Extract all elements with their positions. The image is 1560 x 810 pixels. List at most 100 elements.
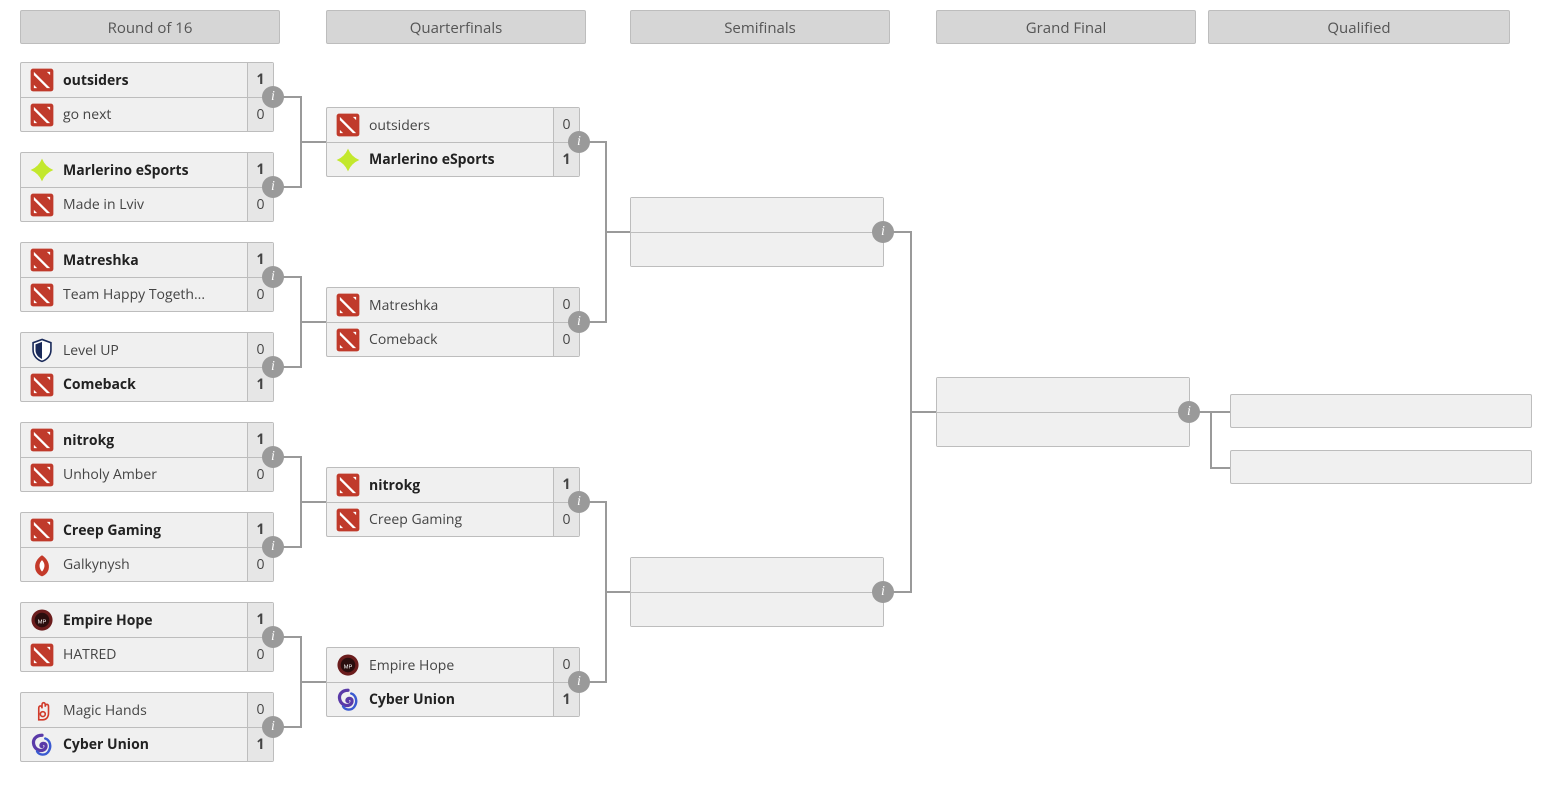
tournament-bracket: Round of 16QuarterfinalsSemifinalsGrand … <box>10 10 1550 800</box>
team-name: Empire Hope <box>63 611 247 630</box>
team-row[interactable]: Cyber Union1 <box>327 682 579 716</box>
team-name: Comeback <box>369 330 553 349</box>
team-row[interactable]: Matreshka0 <box>327 288 579 322</box>
team-row[interactable]: Marlerino eSports1 <box>327 142 579 176</box>
bracket-connector <box>605 231 630 233</box>
team-logo-icon <box>27 425 57 455</box>
team-name: Matreshka <box>63 251 247 270</box>
team-row[interactable]: Marlerino eSports1 <box>21 153 273 187</box>
team-logo-icon <box>27 65 57 95</box>
team-logo-icon <box>333 470 363 500</box>
team-name: Made in Lviv <box>63 195 247 214</box>
team-row[interactable]: Matreshka1 <box>21 243 273 277</box>
match-info-icon[interactable]: i <box>262 716 284 738</box>
match-info-icon[interactable]: i <box>262 176 284 198</box>
team-row[interactable]: outsiders1 <box>21 63 273 97</box>
team-logo-icon <box>27 100 57 130</box>
match-r2-1[interactable]: i <box>630 557 884 627</box>
team-name: nitrokg <box>369 476 553 495</box>
team-row[interactable]: Comeback1 <box>21 367 273 401</box>
match-info-icon[interactable]: i <box>568 311 590 333</box>
team-row[interactable]: MPEmpire Hope0 <box>327 648 579 682</box>
match-r0-1[interactable]: Marlerino eSports1Made in Lviv0i <box>20 152 274 222</box>
team-logo-icon <box>333 110 363 140</box>
team-name: Comeback <box>63 375 247 394</box>
team-logo-icon <box>333 145 363 175</box>
column-header-2: Semifinals <box>630 10 890 44</box>
team-name: Empire Hope <box>369 656 553 675</box>
team-row[interactable]: Magic Hands0 <box>21 693 273 727</box>
team-name: Marlerino eSports <box>369 150 553 169</box>
match-r3-0[interactable]: i <box>936 377 1190 447</box>
team-row[interactable]: MPEmpire Hope1 <box>21 603 273 637</box>
team-row[interactable]: Made in Lviv0 <box>21 187 273 221</box>
column-header-0: Round of 16 <box>20 10 280 44</box>
team-slot-empty <box>937 412 1189 446</box>
match-r0-0[interactable]: outsiders1go next0i <box>20 62 274 132</box>
team-name: Team Happy Togeth... <box>63 285 247 304</box>
match-info-icon[interactable]: i <box>262 356 284 378</box>
team-name: nitrokg <box>63 431 247 450</box>
match-info-icon[interactable]: i <box>1178 401 1200 423</box>
team-row[interactable]: Unholy Amber0 <box>21 457 273 491</box>
team-row[interactable]: go next0 <box>21 97 273 131</box>
match-info-icon[interactable]: i <box>262 536 284 558</box>
team-logo-icon <box>27 280 57 310</box>
team-name: outsiders <box>63 71 247 90</box>
team-row[interactable]: nitrokg1 <box>327 468 579 502</box>
team-name: Cyber Union <box>369 690 553 709</box>
match-r0-7[interactable]: Magic Hands0Cyber Union1i <box>20 692 274 762</box>
match-r1-0[interactable]: outsiders0Marlerino eSports1i <box>326 107 580 177</box>
team-logo-icon <box>27 640 57 670</box>
team-logo-icon <box>27 460 57 490</box>
team-name: Unholy Amber <box>63 465 247 484</box>
bracket-connector <box>1210 411 1230 413</box>
team-logo-icon <box>27 245 57 275</box>
match-r0-4[interactable]: nitrokg1Unholy Amber0i <box>20 422 274 492</box>
team-name: Level UP <box>63 341 247 360</box>
qualified-slot-1 <box>1230 450 1532 484</box>
team-name: go next <box>63 105 247 124</box>
team-row[interactable]: Creep Gaming1 <box>21 513 273 547</box>
bracket-connector <box>605 591 630 593</box>
qualified-slot-0 <box>1230 394 1532 428</box>
team-row[interactable]: Comeback0 <box>327 322 579 356</box>
match-info-icon[interactable]: i <box>262 266 284 288</box>
match-r0-6[interactable]: MPEmpire Hope1HATRED0i <box>20 602 274 672</box>
team-row[interactable]: HATRED0 <box>21 637 273 671</box>
match-info-icon[interactable]: i <box>568 671 590 693</box>
team-slot-empty <box>631 558 883 592</box>
match-r2-0[interactable]: i <box>630 197 884 267</box>
match-info-icon[interactable]: i <box>262 446 284 468</box>
team-row[interactable]: Creep Gaming0 <box>327 502 579 536</box>
team-logo-icon <box>27 695 57 725</box>
match-info-icon[interactable]: i <box>568 131 590 153</box>
bracket-connector <box>910 411 936 413</box>
team-name: Creep Gaming <box>63 521 247 540</box>
team-name: Marlerino eSports <box>63 161 247 180</box>
team-row[interactable]: Cyber Union1 <box>21 727 273 761</box>
team-row[interactable]: Galkynysh0 <box>21 547 273 581</box>
match-r1-2[interactable]: nitrokg1Creep Gaming0i <box>326 467 580 537</box>
team-row[interactable]: Team Happy Togeth...0 <box>21 277 273 311</box>
match-r1-1[interactable]: Matreshka0Comeback0i <box>326 287 580 357</box>
svg-text:MP: MP <box>344 664 353 670</box>
team-row[interactable]: nitrokg1 <box>21 423 273 457</box>
match-r1-3[interactable]: MPEmpire Hope0Cyber Union1i <box>326 647 580 717</box>
match-r0-2[interactable]: Matreshka1Team Happy Togeth...0i <box>20 242 274 312</box>
match-info-icon[interactable]: i <box>568 491 590 513</box>
match-info-icon[interactable]: i <box>872 221 894 243</box>
match-r0-3[interactable]: Level UP0Comeback1i <box>20 332 274 402</box>
team-logo-icon <box>27 730 57 760</box>
match-r0-5[interactable]: Creep Gaming1Galkynysh0i <box>20 512 274 582</box>
team-row[interactable]: outsiders0 <box>327 108 579 142</box>
team-slot-empty <box>631 232 883 266</box>
match-info-icon[interactable]: i <box>262 626 284 648</box>
team-slot-empty <box>631 592 883 626</box>
team-row[interactable]: Level UP0 <box>21 333 273 367</box>
match-info-icon[interactable]: i <box>262 86 284 108</box>
column-header-4: Qualified <box>1208 10 1510 44</box>
team-logo-icon <box>27 370 57 400</box>
bracket-connector <box>1210 467 1230 469</box>
match-info-icon[interactable]: i <box>872 581 894 603</box>
